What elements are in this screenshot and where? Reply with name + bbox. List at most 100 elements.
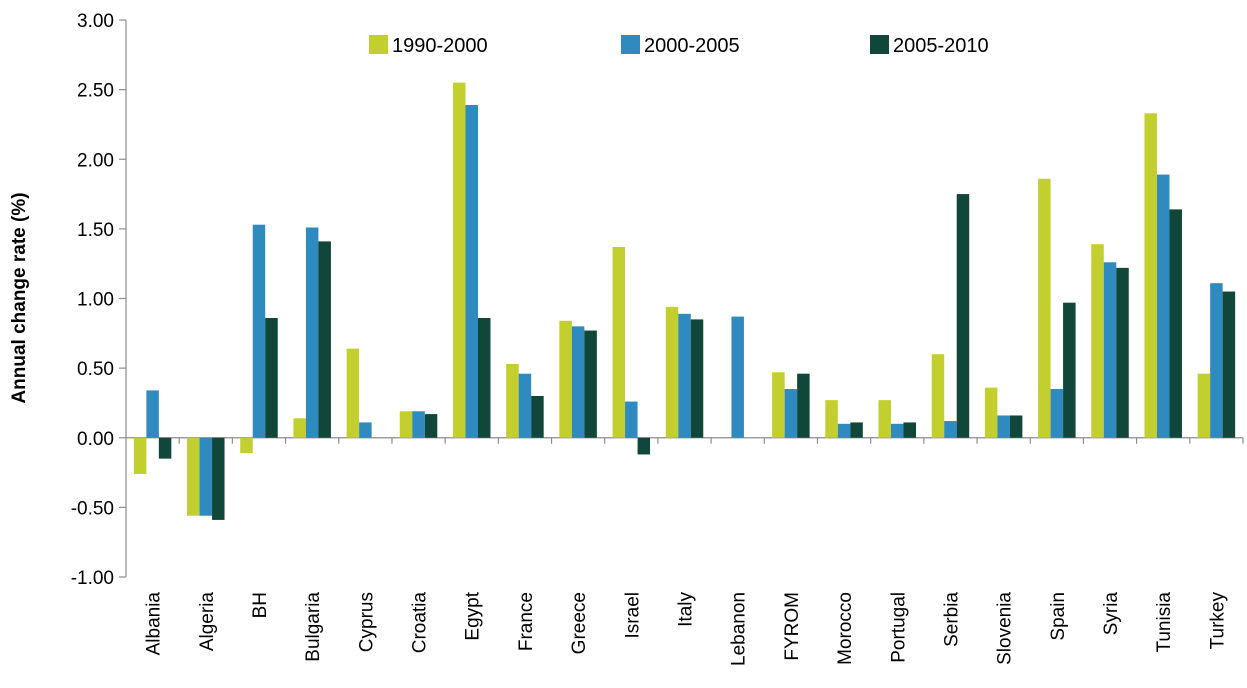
bar-2005-2010-Israel — [637, 437, 651, 455]
bar-2005-2010-FYROM — [797, 373, 810, 438]
bar-2000-2005-Greece — [571, 326, 585, 438]
x-category-label: Portugal — [888, 592, 909, 663]
x-category-label: Morocco — [835, 592, 856, 665]
bar-2000-2005-Turkey — [1210, 283, 1223, 438]
y-tick-label: 0.00 — [77, 429, 114, 450]
x-category-label: Lebanon — [729, 592, 750, 666]
bar-2005-2010-Croatia — [424, 414, 438, 438]
bar-2000-2005-Lebanon — [731, 316, 744, 438]
x-category-label: Syria — [1101, 592, 1122, 636]
bar-2005-2010-Algeria — [212, 437, 225, 520]
bar-2005-2010-Albania — [158, 437, 172, 459]
legend-swatch — [621, 35, 640, 54]
bar-2005-2010-Bulgaria — [318, 241, 331, 438]
bar-2005-2010-Slovenia — [1009, 415, 1023, 438]
bar-1990-2000-BH — [240, 437, 253, 454]
x-category-label: Greece — [569, 592, 590, 654]
y-tick-label: 1.00 — [77, 290, 114, 311]
bar-2000-2005-Morocco — [837, 423, 851, 438]
bar-1990-2000-Syria — [1091, 244, 1104, 438]
bar-1990-2000-Spain — [1038, 178, 1051, 438]
bar-2000-2005-Spain — [1050, 389, 1064, 438]
legend-label: 2000-2005 — [644, 35, 740, 57]
bar-1990-2000-Morocco — [825, 400, 838, 438]
y-tick-label: -1.00 — [71, 568, 114, 589]
x-category-label: FYROM — [782, 592, 803, 661]
bar-1990-2000-Egypt — [452, 82, 466, 438]
legend: 1990-2000 2000-2005 2005-2010 — [369, 35, 989, 57]
bar-2000-2005-Cyprus — [359, 422, 372, 438]
x-category-label: Turkey — [1207, 592, 1228, 650]
bar-2005-2010-Serbia — [956, 194, 970, 438]
bar-2005-2010-Morocco — [850, 422, 863, 438]
bar-2000-2005-BH — [252, 224, 266, 438]
bar-2000-2005-FYROM — [784, 389, 798, 438]
bar-1990-2000-Bulgaria — [293, 418, 306, 438]
bar-1990-2000-Slovenia — [984, 387, 998, 438]
bars — [133, 82, 1236, 520]
bar-2005-2010-Egypt — [477, 318, 491, 438]
bar-1990-2000-Croatia — [399, 411, 413, 438]
bar-1990-2000-FYROM — [772, 372, 785, 438]
bar-2005-2010-Syria — [1116, 267, 1129, 438]
bar-1990-2000-Portugal — [878, 400, 892, 438]
x-category-label: Italy — [676, 592, 697, 627]
bar-2000-2005-France — [518, 373, 532, 438]
bar-2005-2010-Spain — [1063, 302, 1076, 438]
bar-2000-2005-Serbia — [944, 421, 957, 438]
legend-swatch — [870, 35, 889, 54]
bar-1990-2000-France — [506, 363, 519, 438]
y-tick-label: 2.00 — [77, 150, 114, 171]
bar-2000-2005-Tunisia — [1156, 174, 1170, 438]
bar-2005-2010-Portugal — [903, 422, 917, 438]
bar-2000-2005-Croatia — [412, 411, 425, 438]
bar-2000-2005-Bulgaria — [305, 227, 319, 438]
y-tick-label: -0.50 — [71, 498, 114, 519]
y-axis-title: Annual change rate (%) — [9, 192, 30, 403]
bar-2005-2010-Greece — [584, 330, 597, 438]
bar-2005-2010-France — [531, 395, 544, 438]
x-category-label: Croatia — [410, 592, 431, 654]
bar-1990-2000-Italy — [665, 306, 679, 438]
bar-1990-2000-Serbia — [931, 354, 945, 438]
axes: -1.00 -0.50 0.00 0.50 1.00 1.50 2.00 2.50 3.00 Al… — [71, 11, 1244, 666]
bar-1990-2000-Cyprus — [346, 348, 360, 438]
bar-2000-2005-Israel — [625, 401, 638, 438]
bar-1990-2000-Albania — [133, 437, 147, 474]
y-tick-label: 1.50 — [77, 220, 114, 241]
x-category-label: Israel — [622, 592, 643, 638]
bar-2000-2005-Syria — [1103, 262, 1117, 438]
y-tick-label: 2.50 — [77, 81, 114, 102]
x-category-label: Spain — [1048, 592, 1069, 641]
bar-2000-2005-Albania — [146, 390, 159, 438]
legend-label: 2005-2010 — [893, 35, 989, 57]
bar-2000-2005-Egypt — [465, 104, 478, 438]
x-category-label: BH — [250, 592, 271, 618]
x-category-label: Cyprus — [356, 592, 377, 652]
y-tick-label: 0.50 — [77, 359, 114, 380]
bar-1990-2000-Tunisia — [1144, 113, 1157, 438]
bar-1990-2000-Turkey — [1197, 373, 1211, 438]
bar-2005-2010-Italy — [690, 319, 704, 438]
bar-2005-2010-Tunisia — [1169, 209, 1182, 438]
bar-2005-2010-BH — [265, 318, 278, 438]
x-category-label: Slovenia — [995, 592, 1016, 665]
x-category-label: Bulgaria — [303, 592, 324, 662]
x-category-label: Tunisia — [1154, 592, 1175, 653]
bar-1990-2000-Algeria — [187, 437, 200, 516]
x-category-label: Serbia — [942, 592, 963, 647]
x-category-label: Albania — [144, 592, 165, 656]
x-category-label: France — [516, 592, 537, 651]
y-tick-label: 3.00 — [77, 11, 114, 32]
bar-1990-2000-Greece — [559, 320, 572, 438]
legend-swatch — [369, 35, 388, 54]
bar-1990-2000-Israel — [612, 246, 626, 438]
legend-label: 1990-2000 — [392, 35, 488, 57]
bar-2000-2005-Italy — [678, 313, 691, 438]
bar-2000-2005-Algeria — [199, 437, 213, 516]
bar-2005-2010-Turkey — [1222, 291, 1236, 438]
bar-2000-2005-Slovenia — [997, 415, 1010, 438]
x-category-label: Egypt — [463, 591, 484, 640]
